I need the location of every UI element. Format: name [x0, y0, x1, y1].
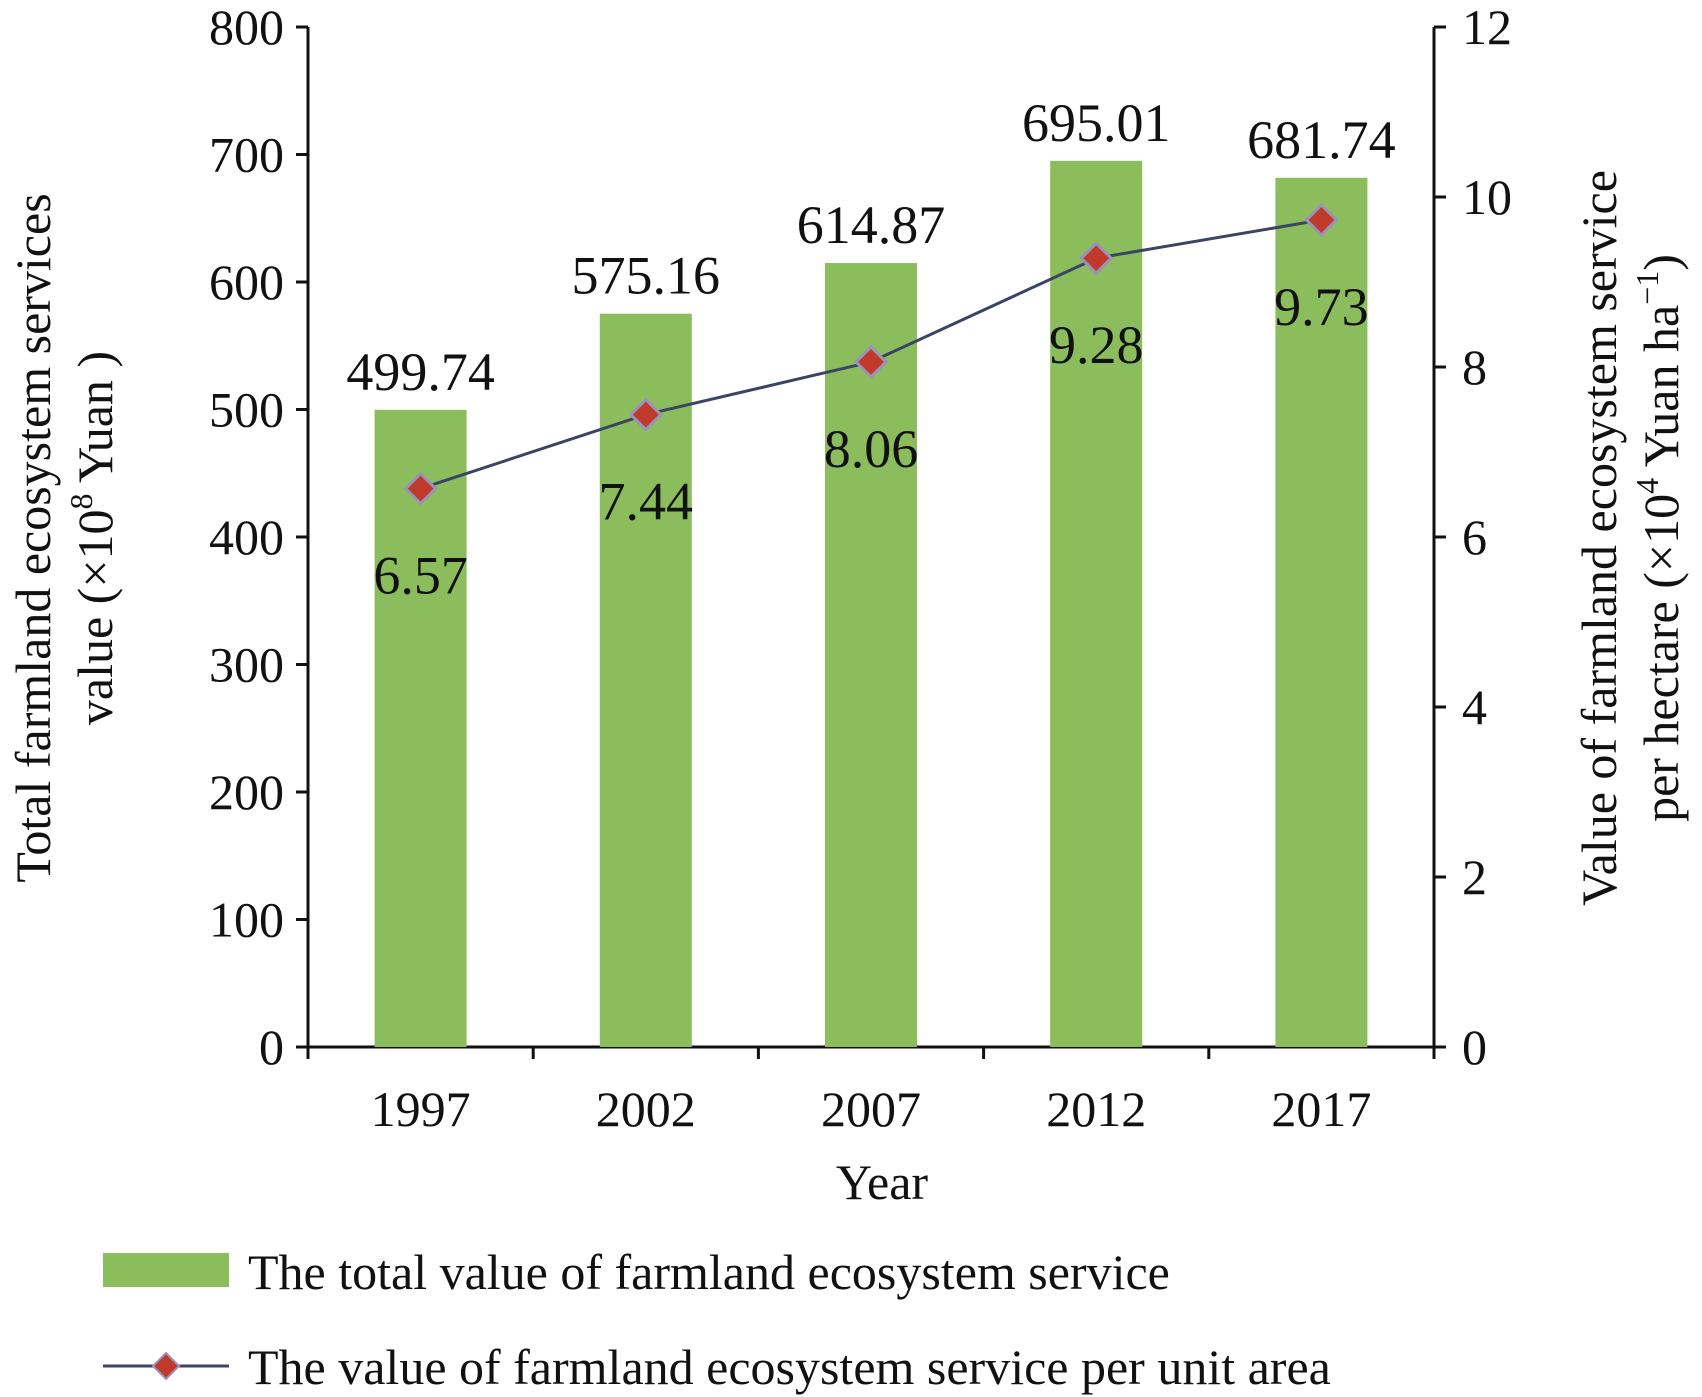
- left-tick-label: 800: [209, 0, 284, 55]
- x-tick-label: 2007: [821, 1081, 921, 1137]
- bar-data-labels: 499.74 575.16 614.87 695.01 681.74: [346, 93, 1395, 402]
- left-axis-title-line1: Total farmland ecosystem services: [5, 193, 61, 882]
- right-tick-label: 12: [1462, 0, 1512, 55]
- line-marker: [628, 397, 663, 432]
- bar: [1050, 160, 1143, 1047]
- right-tick-label: 2: [1462, 849, 1487, 905]
- left-tick-label: 200: [209, 764, 284, 820]
- right-axis-ticks: 0 2 4 6 8 10 12: [1434, 0, 1512, 1075]
- line-marker: [403, 471, 438, 506]
- bar-value-label: 695.01: [1022, 93, 1171, 153]
- left-tick-label: 600: [209, 254, 284, 310]
- right-tick-label: 4: [1462, 679, 1487, 735]
- right-axis-title-line2: per hectare (×104 Yuan ha−1): [1629, 254, 1689, 822]
- bar: [374, 409, 467, 1047]
- line-value-label: 9.73: [1274, 277, 1369, 337]
- legend-item-bars: The total value of farmland ecosystem se…: [103, 1244, 1170, 1300]
- x-tick-label: 1997: [371, 1081, 471, 1137]
- left-tick-label: 0: [259, 1019, 284, 1075]
- left-tick-label: 300: [209, 637, 284, 693]
- line-marker: [853, 344, 889, 380]
- left-tick-label: 500: [209, 382, 284, 438]
- bar-value-label: 575.16: [572, 246, 721, 306]
- x-tick-label: 2002: [596, 1081, 696, 1137]
- left-tick-label: 400: [209, 509, 284, 565]
- line-value-label: 6.57: [373, 546, 468, 606]
- left-axis-title-line2: value (×108 Yuan ): [63, 351, 123, 725]
- right-tick-label: 6: [1462, 509, 1487, 565]
- bar-value-label: 499.74: [346, 342, 495, 402]
- line-marker: [1079, 241, 1114, 276]
- right-tick-label: 0: [1462, 1019, 1487, 1075]
- right-tick-label: 10: [1462, 169, 1512, 225]
- line-value-label: 9.28: [1049, 315, 1144, 375]
- line-value-label: 8.06: [824, 419, 919, 479]
- bar-series: [374, 160, 1368, 1047]
- bar: [825, 263, 917, 1047]
- legend-line-marker: [151, 1351, 181, 1381]
- legend: The total value of farmland ecosystem se…: [103, 1244, 1331, 1395]
- left-tick-label: 700: [209, 127, 284, 183]
- x-axis-title: Year: [836, 1154, 928, 1210]
- line-data-labels: 6.57 7.44 8.06 9.28 9.73: [373, 277, 1368, 606]
- right-axis-title-line1: Value of farmland ecosystem service: [1571, 170, 1627, 906]
- legend-item-line: The value of farmland ecosystem service …: [103, 1339, 1331, 1395]
- bar: [1275, 177, 1368, 1047]
- bar-value-label: 614.87: [797, 195, 946, 255]
- legend-line-label: The value of farmland ecosystem service …: [248, 1339, 1331, 1395]
- right-tick-label: 8: [1462, 339, 1487, 395]
- right-axis-title: Value of farmland ecosystem service per …: [1571, 170, 1689, 906]
- legend-bar-swatch: [103, 1253, 229, 1287]
- x-tick-label: 2012: [1046, 1081, 1146, 1137]
- line-marker: [1304, 202, 1339, 238]
- bar: [599, 313, 692, 1047]
- line-value-label: 7.44: [599, 472, 694, 532]
- legend-bar-label: The total value of farmland ecosystem se…: [248, 1244, 1170, 1300]
- bar-value-label: 681.74: [1247, 110, 1396, 170]
- left-axis-ticks: 0 100 200 300 400 500 600 700 800: [209, 0, 308, 1075]
- line-series: [403, 202, 1339, 506]
- left-tick-label: 100: [209, 892, 284, 948]
- x-axis-ticks: 1997 2002 2007 2012 2017: [306, 1047, 1436, 1137]
- left-axis-title: Total farmland ecosystem services value …: [5, 193, 123, 882]
- x-tick-label: 2017: [1271, 1081, 1371, 1137]
